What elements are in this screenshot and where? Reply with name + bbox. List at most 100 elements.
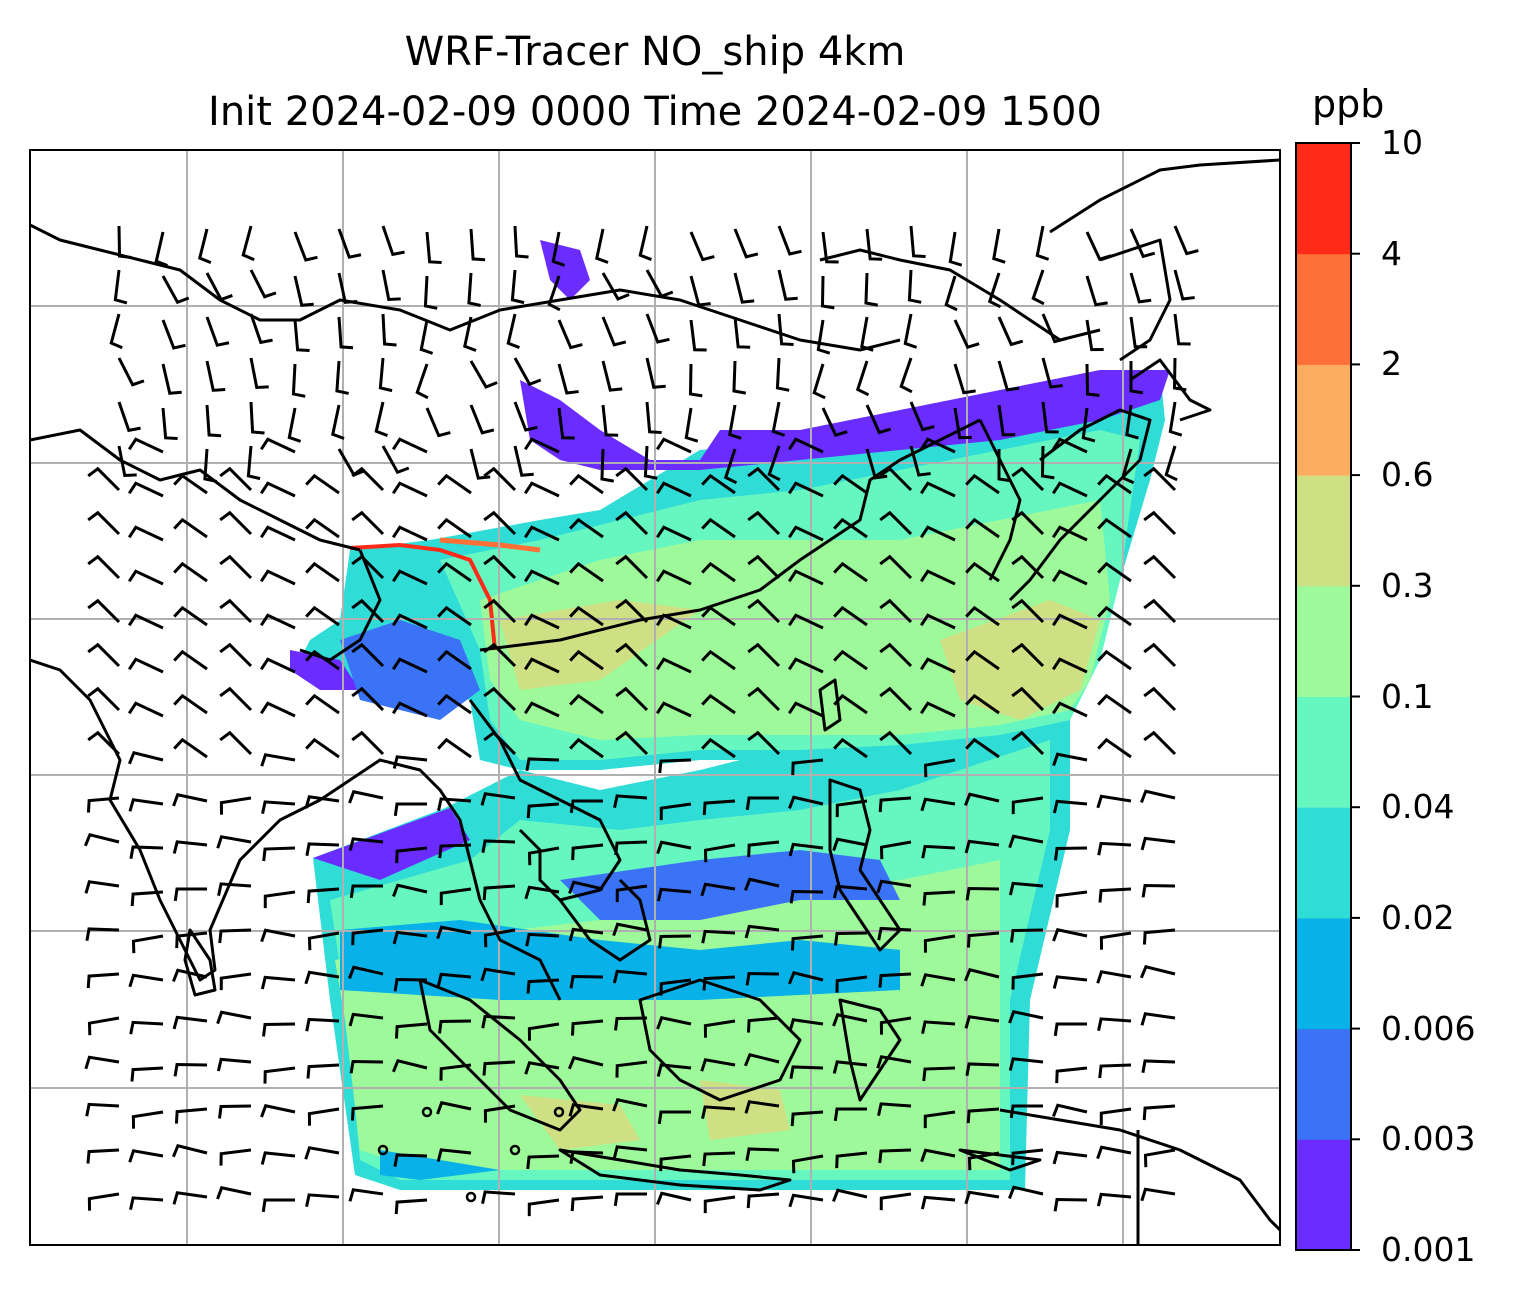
wind-barb: [688, 363, 703, 398]
wind-barb: [790, 1110, 824, 1127]
wind-barb: [437, 737, 472, 759]
wind-barb: [1011, 466, 1045, 492]
wind-barb: [305, 737, 340, 759]
wind-barb: [701, 693, 736, 715]
wind-barb: [173, 1062, 208, 1077]
wind-barb: [879, 554, 913, 580]
wind-barb: [787, 970, 824, 985]
colorbar-segment: [1296, 364, 1351, 476]
wind-barb: [834, 931, 868, 946]
wind-barb: [1097, 649, 1132, 671]
wind-barb: [261, 1198, 295, 1213]
wind-barb: [615, 598, 649, 624]
wind-barb: [348, 1188, 384, 1202]
wind-barb: [645, 401, 662, 435]
wind-barb: [87, 554, 121, 580]
wind-barb: [393, 1153, 428, 1168]
wind-barb: [833, 693, 868, 715]
wind-barb: [833, 561, 868, 583]
wind-barb: [469, 228, 486, 262]
wind-barb: [701, 473, 736, 495]
wind-barb: [744, 1100, 780, 1114]
wind-barb: [744, 877, 780, 891]
wind-barb: [1085, 275, 1108, 307]
wind-barb: [1052, 1103, 1088, 1117]
wind-barb: [1129, 272, 1152, 304]
wind-barb: [1041, 313, 1067, 344]
wind-barb: [293, 231, 318, 262]
wind-barb: [833, 605, 868, 627]
wind-barb: [129, 1020, 164, 1035]
wind-barb: [1041, 401, 1059, 434]
wind-barb: [172, 793, 208, 807]
wind-barb: [787, 569, 824, 586]
wind-barb: [878, 972, 912, 988]
wind-barb: [1011, 972, 1044, 990]
wind-barb: [659, 802, 692, 821]
wind-barb: [87, 598, 121, 624]
wind-barb: [700, 882, 736, 897]
wind-barb: [656, 1016, 692, 1030]
wind-barb: [963, 967, 1000, 982]
wind-barb: [1053, 1197, 1088, 1212]
wind-barb: [1051, 525, 1088, 542]
wind-barb: [109, 313, 123, 350]
wind-barb: [964, 1190, 1000, 1205]
wind-barb: [438, 843, 472, 859]
wind-barb: [1139, 964, 1176, 979]
wind-barb: [1008, 1010, 1044, 1024]
wind-barb: [747, 466, 781, 492]
wind-barb: [437, 561, 472, 583]
wind-barb: [1051, 569, 1088, 586]
wind-barb: [922, 890, 956, 906]
wind-barb: [614, 1016, 648, 1031]
wind-barb: [260, 1151, 296, 1165]
wind-barb: [919, 481, 956, 498]
wind-barb: [86, 972, 120, 989]
wind-barb: [506, 313, 520, 349]
wind-barb: [87, 510, 121, 536]
wind-barb: [746, 1192, 780, 1209]
wind-barb: [173, 649, 208, 671]
wind-barb: [659, 1154, 692, 1172]
wind-barb: [1011, 642, 1045, 668]
wind-barb: [129, 845, 164, 860]
wind-barb: [909, 401, 935, 432]
wind-barb: [305, 1193, 340, 1207]
wind-barb: [743, 1052, 780, 1067]
wind-barb: [923, 934, 956, 953]
wind-barb: [613, 794, 648, 808]
wind-barb: [483, 642, 517, 668]
wind-barb: [260, 928, 296, 943]
wind-barb: [423, 275, 438, 310]
wind-barb: [425, 407, 451, 438]
wind-barb: [953, 319, 980, 350]
wind-barb: [1097, 561, 1132, 583]
wind-barb: [638, 225, 652, 261]
wind-barb: [1129, 361, 1144, 395]
wind-barb: [1097, 605, 1132, 627]
wind-barb: [689, 231, 715, 262]
wind-barb: [733, 316, 751, 349]
wind-barb: [249, 357, 269, 390]
wind-barb: [568, 880, 604, 894]
wind-barb: [219, 554, 253, 580]
wind-barb: [557, 363, 579, 395]
gridlines: [30, 150, 1280, 1245]
wind-barb: [992, 228, 1006, 264]
wind-barb: [161, 363, 182, 395]
wind-barb: [525, 932, 560, 947]
wind-barb: [1120, 448, 1135, 485]
wind-barb: [923, 1110, 956, 1129]
wind-barb: [569, 649, 604, 671]
wind-barb: [920, 1195, 956, 1210]
wind-barb: [1143, 466, 1177, 492]
wind-barb: [85, 1102, 120, 1117]
wind-barb: [1143, 1148, 1176, 1168]
wind-barb: [569, 605, 604, 627]
wind-barb: [601, 360, 623, 392]
wind-barb: [879, 510, 913, 536]
wind-barb: [259, 569, 296, 586]
wind-barb: [219, 972, 252, 991]
